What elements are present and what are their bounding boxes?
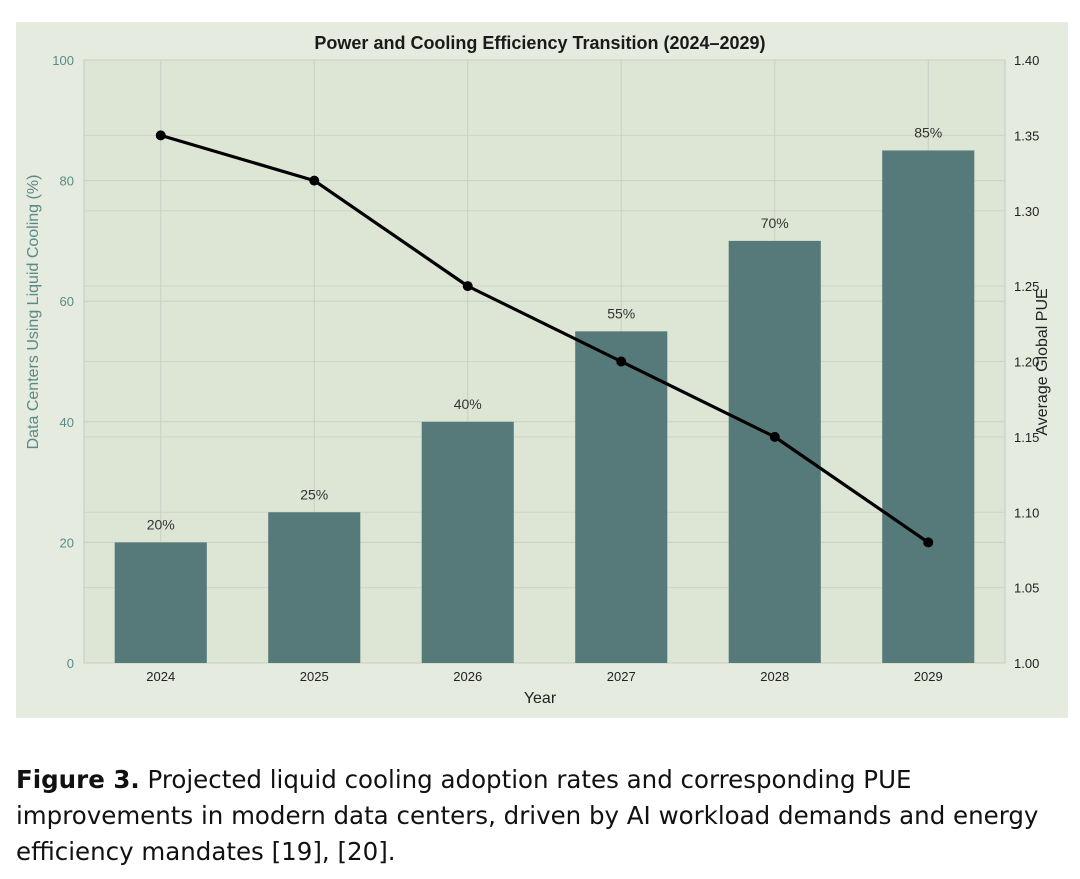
x-tick-label: 2028 [760, 669, 789, 684]
bar-value-label: 70% [761, 215, 789, 231]
pue-point [309, 175, 320, 186]
y-tick-label: 0 [67, 656, 74, 671]
y2-tick-label: 1.40 [1014, 53, 1039, 68]
y2-tick-label: 1.30 [1014, 204, 1039, 219]
pue-point [155, 130, 166, 141]
x-tick-label: 2024 [146, 669, 175, 684]
figure-caption: Figure 3. Projected liquid cooling adopt… [16, 762, 1066, 870]
bar [575, 331, 668, 663]
y2-tick-label: 1.25 [1014, 279, 1039, 294]
pue-line [155, 130, 934, 548]
x-tick-label: 2029 [914, 669, 943, 684]
x-tick-label: 2025 [300, 669, 329, 684]
bar-value-label: 40% [454, 396, 482, 412]
figure-panel: 20% 25% 40% 55% 70% 85% 0 20 40 60 80 100 1.00 1.05 1… [16, 22, 1068, 718]
y2-tick-label: 1.00 [1014, 656, 1039, 671]
bar-value-label: 20% [147, 516, 175, 532]
x-tick-label: 2026 [453, 669, 482, 684]
pue-point [616, 356, 627, 367]
bar-value-label: 25% [300, 486, 328, 502]
chart-title: Power and Cooling Efficiency Transition … [314, 33, 765, 53]
y2-tick-label: 1.20 [1014, 355, 1039, 370]
y2-axis-label: Average Global PUE [1034, 288, 1051, 435]
bar [882, 150, 975, 663]
bar-labels: 20% 25% 40% 55% 70% 85% [147, 124, 943, 532]
y-tick-label: 60 [60, 294, 74, 309]
bar [421, 421, 514, 663]
y-tick-label: 80 [60, 174, 74, 189]
pue-point [923, 537, 934, 548]
x-tick-label: 2027 [607, 669, 636, 684]
pue-line-path [160, 133, 930, 544]
y2-tick-label: 1.15 [1014, 430, 1039, 445]
pue-point [769, 431, 780, 442]
y2-tick-label: 1.35 [1014, 128, 1039, 143]
caption-text: Projected liquid cooling adoption rates … [16, 765, 1039, 866]
bar-value-label: 55% [607, 305, 635, 321]
bars [114, 150, 975, 663]
caption-label: Figure 3. [16, 765, 140, 794]
pue-point [462, 281, 473, 292]
y-tick-label: 20 [60, 535, 74, 550]
y-tick-label: 100 [52, 53, 74, 68]
y-axis-label: Data Centers Using Liquid Cooling (%) [25, 175, 42, 450]
bar [114, 542, 207, 663]
y-tick-label: 40 [60, 415, 74, 430]
y2-tick-label: 1.05 [1014, 581, 1039, 596]
axes: 0 20 40 60 80 100 1.00 1.05 1.10 1.15 1.20 1.25 1.30… [52, 53, 1039, 684]
bar [728, 240, 821, 663]
chart: 20% 25% 40% 55% 70% 85% 0 20 40 60 80 100 1.00 1.05 1… [25, 33, 1051, 707]
y2-tick-label: 1.10 [1014, 505, 1039, 520]
bar [268, 512, 361, 663]
bar-value-label: 85% [914, 124, 942, 140]
x-axis-label: Year [524, 690, 557, 707]
